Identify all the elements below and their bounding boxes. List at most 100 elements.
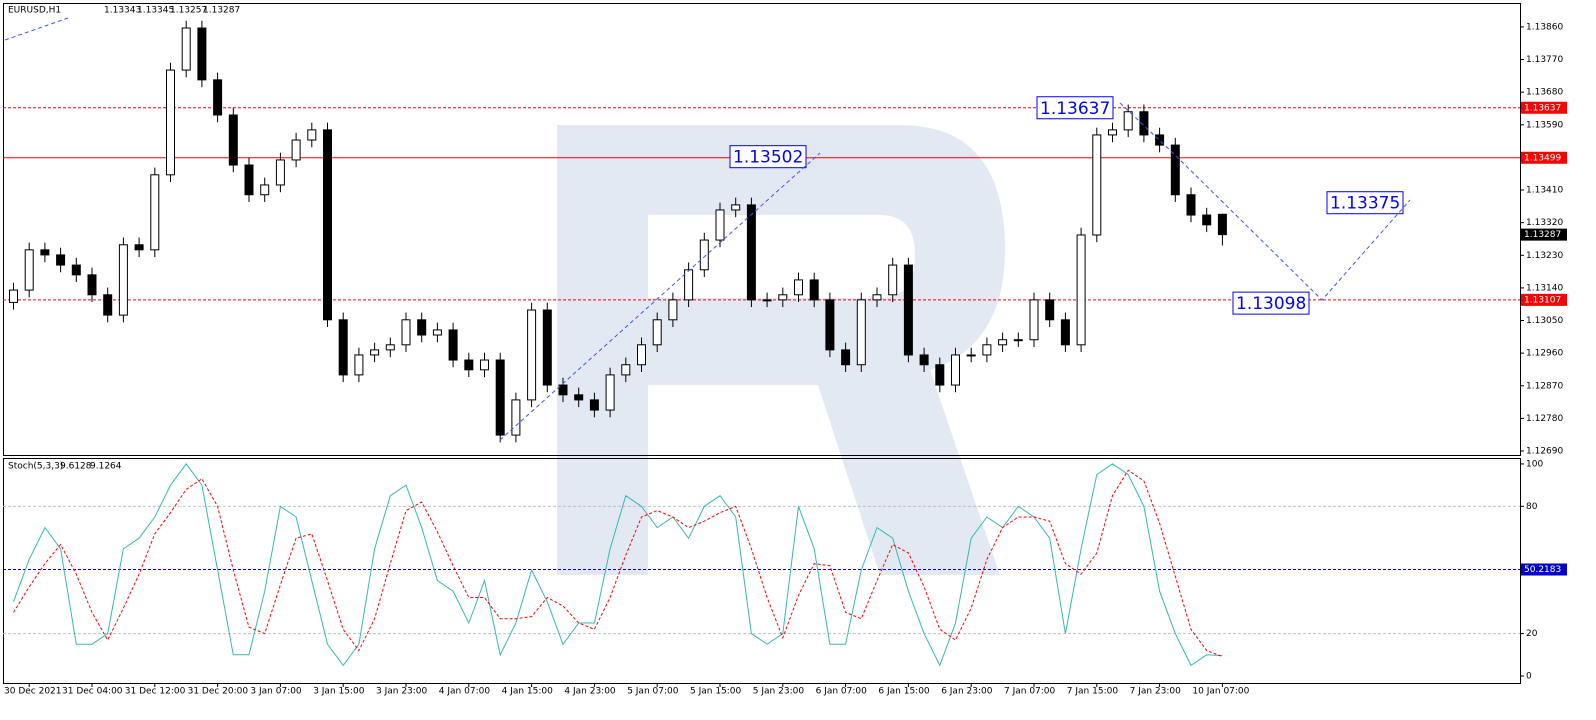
candle-body bbox=[856, 299, 866, 366]
y-tick-label: 1.13680 bbox=[1526, 88, 1563, 98]
candle-body bbox=[605, 374, 615, 411]
candle-body bbox=[1013, 339, 1023, 342]
candle-body bbox=[307, 129, 317, 141]
price-annotation: 1.13637 bbox=[1040, 99, 1110, 119]
layers: 1.138601.137701.136801.135901.135001.134… bbox=[3, 20, 1567, 697]
y-tick-label: 1.12960 bbox=[1526, 349, 1563, 359]
candle-body bbox=[448, 329, 458, 361]
symbol-label: EURUSD,H1 bbox=[8, 6, 61, 16]
y-tick-label: 20 bbox=[1526, 629, 1538, 639]
candle-body bbox=[1170, 144, 1180, 196]
candle-body bbox=[181, 27, 191, 71]
candle-body bbox=[1076, 234, 1086, 346]
y-tick-label: 1.12690 bbox=[1526, 447, 1563, 457]
candle-body bbox=[542, 309, 552, 386]
candle-body bbox=[699, 239, 709, 271]
candle-body bbox=[401, 319, 411, 346]
stoch-panel-border bbox=[3, 458, 1521, 684]
price-annotation-box bbox=[729, 145, 807, 169]
x-tick-label: 31 Dec 04:00 bbox=[62, 687, 123, 697]
price-annotation: 1.13098 bbox=[1236, 294, 1306, 314]
candle-body bbox=[527, 309, 537, 401]
candle-body bbox=[809, 279, 819, 301]
level-label-box bbox=[1521, 101, 1567, 114]
x-tick-label: 7 Jan 15:00 bbox=[1067, 687, 1119, 697]
x-tick-label: 6 Jan 07:00 bbox=[816, 687, 868, 697]
candle-body bbox=[338, 319, 348, 376]
x-tick-label: 6 Jan 23:00 bbox=[941, 687, 993, 697]
stoch-signal-value: 9.1264 bbox=[90, 462, 122, 472]
candle-body bbox=[778, 294, 788, 301]
x-tick-label: 5 Jan 07:00 bbox=[627, 687, 679, 697]
price-annotation: 1.13375 bbox=[1330, 194, 1400, 214]
watermark-logo bbox=[557, 125, 1005, 575]
y-tick-label: 1.13410 bbox=[1526, 186, 1563, 196]
x-tick-label: 10 Jan 07:00 bbox=[1192, 687, 1249, 697]
x-tick-label: 7 Jan 07:00 bbox=[1004, 687, 1056, 697]
candle-body bbox=[134, 244, 144, 251]
candle-body bbox=[1155, 134, 1165, 146]
y-tick-label: 1.13230 bbox=[1526, 251, 1563, 261]
stoch-marker-label-box bbox=[1521, 563, 1567, 576]
level-label: 1.13637 bbox=[1524, 103, 1561, 113]
candle-body bbox=[652, 319, 662, 346]
x-tick-label: 6 Jan 15:00 bbox=[878, 687, 930, 697]
candle-body bbox=[291, 139, 301, 161]
price-annotation-box bbox=[1232, 291, 1310, 315]
trend-lines bbox=[4, 17, 1411, 441]
main-panel-border bbox=[3, 3, 1521, 456]
candle-body bbox=[903, 264, 913, 356]
trend-line bbox=[1119, 102, 1411, 301]
candle-body bbox=[966, 354, 976, 357]
y-tick-label: 100 bbox=[1526, 459, 1543, 469]
x-tick-label: 3 Jan 15:00 bbox=[313, 687, 365, 697]
candle-body bbox=[87, 274, 97, 296]
y-tick-label: 1.13860 bbox=[1526, 22, 1563, 32]
candle-body bbox=[1123, 111, 1133, 131]
candle-body bbox=[558, 384, 568, 396]
x-tick-label: 31 Dec 12:00 bbox=[125, 687, 186, 697]
candle-body bbox=[197, 27, 207, 81]
current-price: 1.13287 bbox=[1524, 230, 1561, 240]
candle-body bbox=[1139, 111, 1149, 136]
candle-body bbox=[432, 329, 442, 336]
candle-body bbox=[762, 299, 772, 302]
candle-body bbox=[919, 354, 929, 366]
candle-body bbox=[24, 249, 34, 291]
candle-body bbox=[872, 294, 882, 301]
candle-body bbox=[1045, 299, 1055, 321]
candle-body bbox=[370, 349, 380, 356]
candle-body bbox=[417, 319, 427, 336]
candle-body bbox=[1029, 299, 1039, 341]
x-tick-label: 30 Dec 2021 bbox=[4, 687, 62, 697]
candle-body bbox=[825, 299, 835, 351]
candle-body bbox=[323, 129, 332, 321]
candle-body bbox=[746, 204, 756, 301]
candle-body bbox=[40, 249, 50, 256]
candle-body bbox=[1202, 214, 1212, 226]
candle-body bbox=[731, 204, 741, 211]
y-tick-label: 1.12870 bbox=[1526, 381, 1563, 391]
candle-body bbox=[668, 299, 678, 321]
x-tick-label: 31 Dec 20:00 bbox=[188, 687, 249, 697]
x-tick-label: 7 Jan 23:00 bbox=[1130, 687, 1182, 697]
candle-body bbox=[464, 359, 474, 371]
x-tick-label: 3 Jan 23:00 bbox=[376, 687, 428, 697]
candle-body bbox=[1060, 319, 1070, 346]
candle-body bbox=[166, 69, 175, 176]
candle-body bbox=[998, 339, 1008, 346]
candle-body bbox=[56, 254, 66, 266]
candle-body bbox=[1217, 213, 1227, 236]
candle-body bbox=[841, 349, 851, 366]
level-label-box bbox=[1521, 151, 1567, 164]
x-tick-label: 4 Jan 07:00 bbox=[439, 687, 491, 697]
candle-body bbox=[71, 264, 81, 276]
candle-body bbox=[385, 344, 395, 351]
y-tick-label: 1.13590 bbox=[1526, 120, 1563, 130]
trend-line bbox=[499, 152, 821, 441]
ohlc-close: 1.13287 bbox=[203, 6, 240, 16]
candle-body bbox=[715, 209, 725, 241]
candle-body bbox=[1108, 129, 1117, 136]
candle-body bbox=[244, 164, 254, 196]
